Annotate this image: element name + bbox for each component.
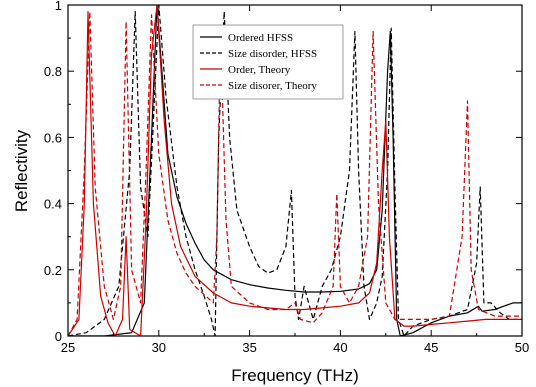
y-tick-label-2: 0.4 [44,197,62,212]
x-tick-label-1: 30 [152,340,166,355]
y-axis-title: Reflectivity [12,129,31,212]
series-layer [68,5,522,336]
legend-label-2: Order, Theory [228,64,291,76]
x-tick-label-3: 40 [333,340,347,355]
y-tick-label-5: 1 [55,0,62,13]
y-tick-label-3: 0.6 [44,130,62,145]
x-tick-label-5: 50 [515,340,529,355]
legend-label-3: Size disorer, Theory [228,80,317,92]
x-tick-label-4: 45 [424,340,438,355]
series-line-3 [68,11,522,336]
y-tick-label-0: 0 [55,329,62,344]
series-line-2 [68,5,522,336]
y-tick-label-4: 0.8 [44,64,62,79]
x-axis-title: Frequency (THz) [231,366,359,385]
legend-label-0: Ordered HFSS [228,32,293,44]
legend: Ordered HFSS Size disorder, HFSS Order, Th… [192,24,344,100]
x-tick-label-0: 25 [61,340,75,355]
series-line-0 [68,5,522,336]
legend-label-1: Size disorder, HFSS [228,48,317,60]
x-tick-label-2: 35 [242,340,256,355]
series-line-1 [68,5,522,336]
ticks-layer: 25 30 35 40 45 50 0 0.2 0.4 0.6 0.8 1 [44,0,529,355]
y-tick-label-1: 0.2 [44,263,62,278]
